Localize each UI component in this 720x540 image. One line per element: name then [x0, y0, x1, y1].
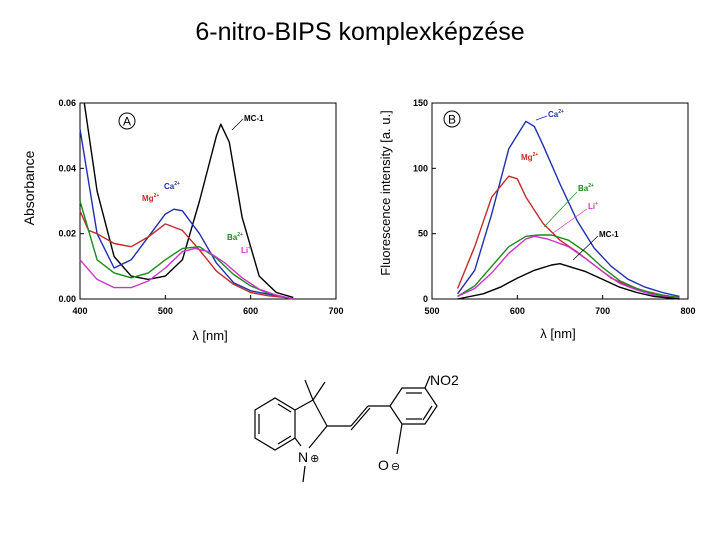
legend-ca: Ca2+: [164, 181, 180, 191]
legend-li: Li+: [588, 201, 598, 211]
legend-mg: Mg2+: [521, 152, 538, 162]
panel-label: A: [123, 115, 131, 129]
legend-mg: Mg2+: [142, 193, 159, 203]
legend-ca: Ca2+: [548, 109, 564, 119]
x-axis-label: λ [nm]: [540, 326, 575, 341]
absorbance-chart: Absorbance 0.00 0.02 0.04 0.06 400 500 600 700…: [21, 98, 344, 343]
fluorescence-chart: Fluorescence intensity [a. u.] 0 50 100 150…: [378, 98, 696, 341]
x-tick-label: 800: [680, 306, 695, 316]
atom-oxygen: O ⊖: [378, 457, 400, 473]
series-line-li: [79, 247, 294, 300]
panel-label-circle: [118, 112, 136, 130]
series-line-mc1: [83, 102, 294, 299]
y-tick-label: 50: [418, 229, 428, 239]
pointer-ca: [535, 115, 548, 121]
y-axis-label: Fluorescence intensity [a. u.]: [378, 110, 393, 275]
series-line-ca2: [457, 120, 680, 298]
x-tick-label: 700: [328, 306, 343, 316]
x-tick-label: 400: [72, 306, 87, 316]
pointer-mc1: [231, 118, 244, 131]
legend-ba: Ba2+: [578, 183, 594, 193]
legend-li: Li+: [241, 245, 251, 255]
plot-frame: [431, 102, 689, 300]
page-title: 6-nitro-BIPS komplexképzése: [195, 18, 525, 46]
pointer-mc1: [572, 235, 599, 261]
atom-nitro: NO2: [430, 372, 459, 388]
plot-frame: [79, 102, 337, 300]
series-line-mg2: [456, 175, 680, 299]
pointer-li: [552, 208, 588, 234]
series-line-mc1: [457, 262, 680, 300]
panel-label-circle: [443, 110, 461, 128]
x-tick-label: 700: [595, 306, 610, 316]
y-tick-label: 0.02: [58, 229, 76, 239]
y-tick-label: 0.04: [58, 163, 76, 173]
legend-mc1: MC-1: [599, 230, 619, 239]
series-line-ba2: [79, 200, 294, 300]
x-axis-label: λ [nm]: [192, 328, 227, 343]
y-tick-label: 100: [413, 163, 428, 173]
series-line-ca2: [79, 128, 294, 300]
y-tick-label: 0.06: [58, 98, 76, 108]
x-tick-label: 600: [510, 306, 525, 316]
x-tick-label: 500: [424, 306, 439, 316]
series-line-mg2: [79, 210, 294, 300]
legend-mc1: MC-1: [244, 114, 264, 123]
panel-label: B: [448, 113, 456, 127]
pointer-ba: [543, 191, 578, 228]
molecule-structure: N ⊕ NO2 O ⊖: [254, 372, 459, 483]
y-tick-label: 0.00: [58, 294, 76, 304]
molecule-bonds: [254, 375, 438, 483]
series-line-li: [457, 235, 680, 299]
x-tick-label: 500: [158, 306, 173, 316]
series-line-ba2: [457, 234, 680, 299]
legend-ba: Ba2+: [227, 232, 243, 242]
x-tick-label: 600: [243, 306, 258, 316]
atom-nitrogen: N ⊕: [298, 449, 319, 465]
y-axis-label: Absorbance: [21, 150, 37, 225]
y-tick-label: 150: [413, 98, 428, 108]
y-tick-label: 0: [423, 294, 428, 304]
